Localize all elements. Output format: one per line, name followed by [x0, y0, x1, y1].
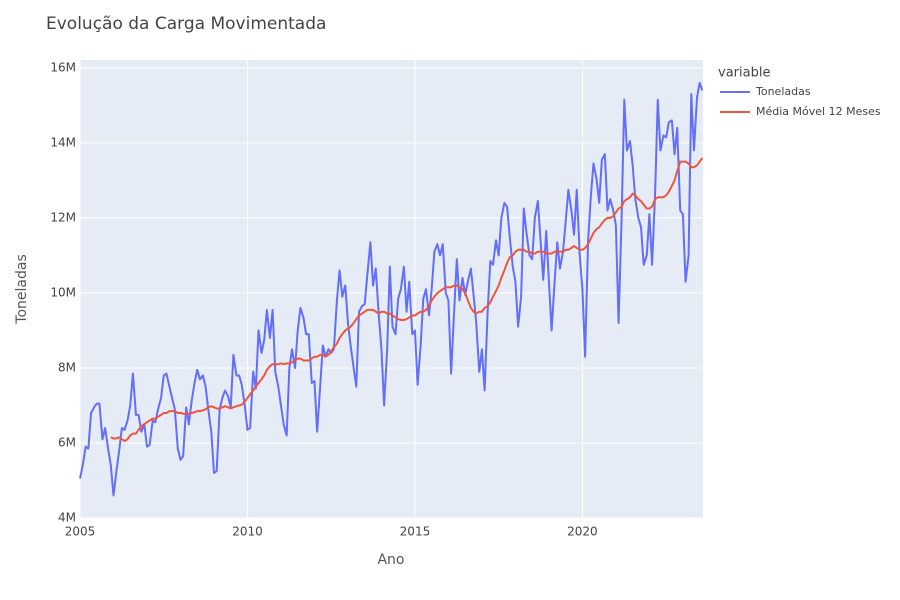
x-tick-label: 2015 — [400, 525, 431, 539]
legend-label: Média Móvel 12 Meses — [756, 105, 881, 118]
y-tick-label: 8M — [58, 360, 76, 374]
y-tick-label: 6M — [58, 435, 76, 449]
x-axis-title: Ano — [377, 552, 404, 568]
y-tick-label: 10M — [50, 285, 76, 299]
y-axis-title: Toneladas — [14, 254, 30, 324]
series-line — [110, 157, 704, 443]
x-tick-label: 2020 — [567, 525, 598, 539]
legend-title: variable — [718, 66, 770, 81]
y-tick-label: 4M — [58, 511, 76, 525]
legend-label: Toneladas — [755, 85, 811, 98]
y-tick-label: 12M — [50, 210, 76, 224]
x-tick-label: 2005 — [65, 525, 96, 539]
y-tick-label: 14M — [50, 135, 76, 149]
chart-title: Evolução da Carga Movimentada — [46, 14, 326, 34]
series-line — [79, 81, 704, 497]
y-tick-label: 16M — [50, 60, 76, 74]
x-tick-label: 2010 — [232, 525, 263, 539]
